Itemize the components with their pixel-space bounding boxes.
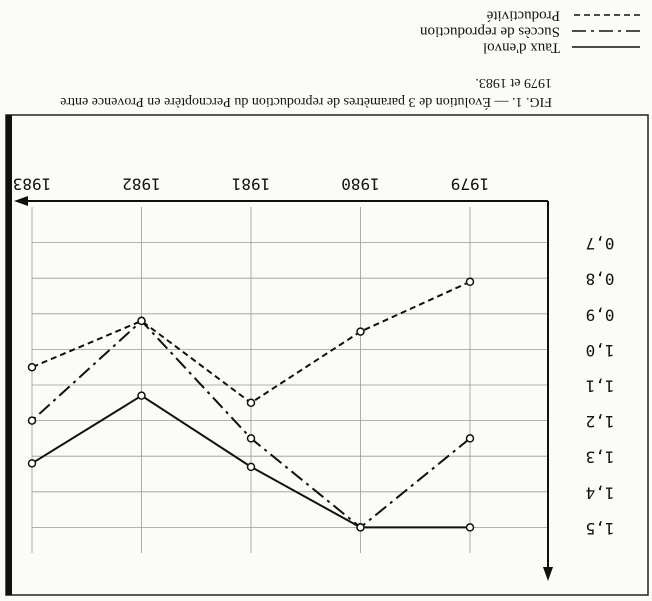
point bbox=[356, 523, 365, 532]
y-tick-label: 0,7 bbox=[586, 234, 615, 253]
x-tick-label: 1979 bbox=[451, 175, 490, 194]
legend-label: Taux d'envol bbox=[483, 40, 560, 56]
point bbox=[27, 362, 37, 372]
y-axis-arrow bbox=[543, 567, 553, 581]
point bbox=[465, 523, 475, 532]
point bbox=[465, 434, 475, 443]
x-axis-arrow bbox=[14, 196, 28, 206]
frame bbox=[5, 114, 649, 596]
x-tick-label: 1982 bbox=[122, 175, 161, 194]
y-tick-label: 0,8 bbox=[586, 270, 615, 289]
legend-label: Productivité bbox=[486, 8, 560, 24]
y-tick-label: 1,1 bbox=[586, 377, 615, 396]
y-tick-label: 1,0 bbox=[586, 341, 615, 360]
y-tick-label: 0,9 bbox=[586, 305, 615, 324]
x-tick-label: 1981 bbox=[232, 175, 271, 194]
y-tick-label: 1,3 bbox=[586, 448, 615, 467]
y-tick-label: 1,2 bbox=[586, 412, 615, 431]
y-tick-label: 1,4 bbox=[586, 483, 615, 502]
point bbox=[137, 391, 146, 400]
x-tick-label: 1983 bbox=[13, 175, 52, 194]
point bbox=[27, 459, 37, 468]
chart-title: FIG. 1. — Évolution de 3 paramètres de r… bbox=[60, 75, 552, 109]
point bbox=[465, 277, 475, 287]
point bbox=[246, 462, 256, 472]
legend-label: Succès de reproduction bbox=[420, 24, 560, 40]
y-tick-label: 1,5 bbox=[586, 519, 615, 538]
point bbox=[356, 327, 365, 336]
x-tick-label: 1980 bbox=[341, 175, 380, 194]
point bbox=[246, 398, 256, 408]
point bbox=[137, 316, 146, 326]
point bbox=[27, 416, 37, 425]
point bbox=[246, 434, 256, 443]
